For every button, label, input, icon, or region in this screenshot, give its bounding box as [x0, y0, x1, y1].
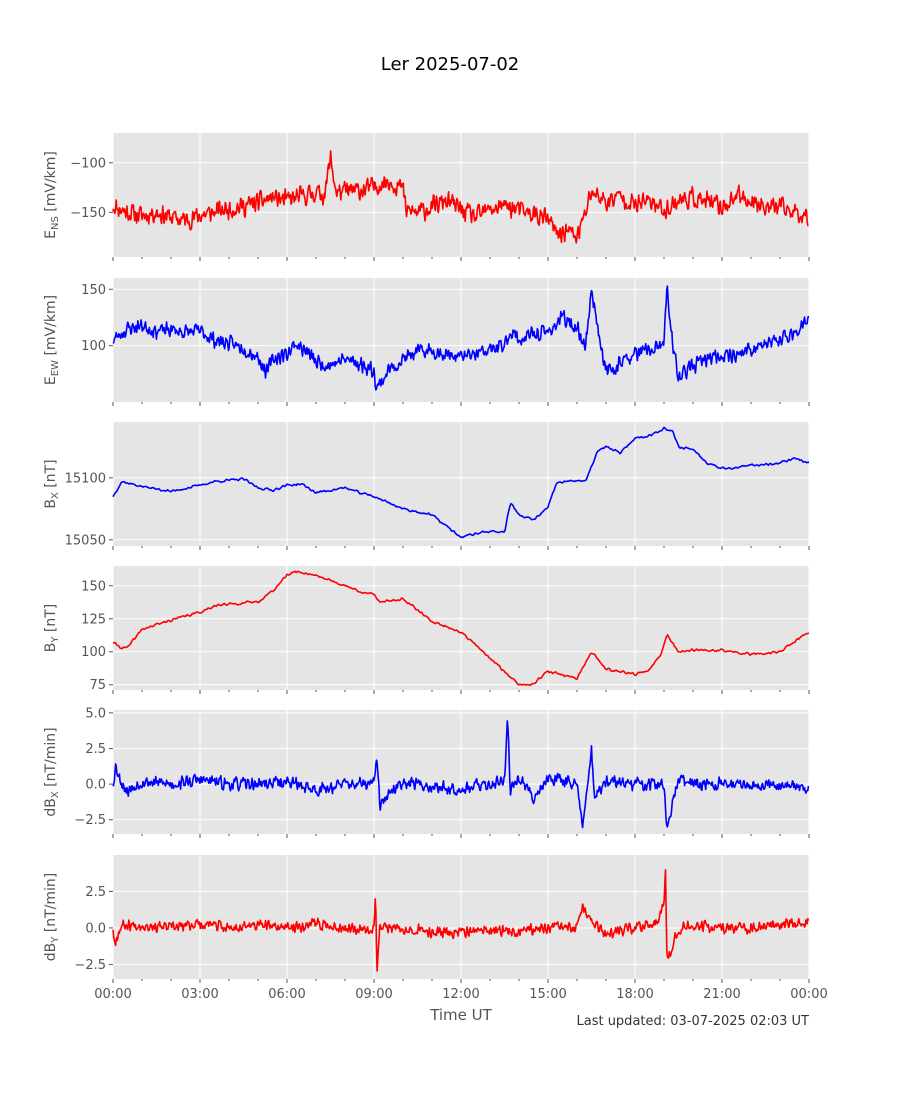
y-tick-label: 100	[81, 645, 106, 660]
y-tick-label: 150	[81, 283, 106, 298]
y-tick-label: 2.5	[85, 885, 106, 900]
panel-dby: 2.5 0.0 −2.5 dBY [nT/min] 00:00 03:00 06:00 09:…	[43, 855, 828, 1002]
y-axis-label: BX [nT]	[43, 459, 61, 508]
y-label-subscript: Y	[50, 936, 61, 944]
y-tick-label: −2.5	[74, 813, 106, 828]
y-axis-label: dBY [nT/min]	[43, 873, 61, 962]
y-label-main: E	[43, 230, 59, 239]
y-label-main: B	[43, 499, 59, 509]
y-label-subscript: X	[50, 791, 61, 798]
y-label-unit: [mV/km]	[43, 295, 59, 360]
y-label-main: dB	[43, 943, 59, 962]
y-label-subscript: NS	[50, 216, 61, 230]
panel-by: 150 125 100 75 BY [nT]	[43, 566, 810, 694]
x-tick-label: 00:00	[94, 987, 131, 1002]
y-tick-label: 100	[81, 339, 106, 354]
y-label-subscript: X	[50, 492, 61, 499]
x-tick-label: 03:00	[181, 987, 218, 1002]
x-axis-label: Time UT	[429, 1006, 492, 1024]
y-axis-label: ENS [mV/km]	[43, 151, 61, 239]
y-tick-label: 5.0	[85, 706, 106, 721]
series-line-dbx	[112, 720, 810, 829]
series-line-dby	[112, 869, 810, 972]
y-label-unit: [nT]	[43, 459, 59, 492]
y-label-main: dB	[43, 798, 59, 817]
y-label-unit: [mV/km]	[43, 151, 59, 216]
y-tick-label: 125	[81, 612, 106, 627]
x-tick-label: 21:00	[703, 987, 740, 1002]
x-tick-label: 00:00	[790, 987, 827, 1002]
last-updated-text: Last updated: 03-07-2025 02:03 UT	[576, 1014, 809, 1029]
y-tick-label: 15050	[65, 533, 106, 548]
y-tick-label: 15100	[65, 471, 106, 486]
series-line-by	[112, 570, 810, 687]
panel-dbx: 5.0 2.5 0.0 −2.5 dBX [nT/min]	[43, 706, 810, 838]
x-tick-label: 12:00	[442, 987, 479, 1002]
y-label-subscript: EW	[50, 360, 61, 376]
y-tick-label: −150	[70, 206, 106, 221]
y-axis-label: BY [nT]	[43, 604, 61, 653]
y-label-unit: [nT/min]	[43, 873, 59, 937]
x-tick-label: 09:00	[355, 987, 392, 1002]
y-label-main: B	[43, 643, 59, 653]
y-tick-label: −100	[70, 156, 106, 171]
y-label-subscript: Y	[50, 636, 61, 644]
chart-title: Ler 2025-07-02	[381, 54, 520, 75]
y-tick-label: 2.5	[85, 742, 106, 757]
series-line-eew	[112, 285, 810, 391]
x-tick-label: 06:00	[268, 987, 305, 1002]
panel-eew: 150 100 EEW [mV/km]	[43, 278, 810, 406]
y-label-main: E	[43, 376, 59, 385]
y-axis-label: EEW [mV/km]	[43, 295, 61, 385]
panel-bx: 15100 15050 BX [nT]	[43, 422, 810, 550]
y-tick-label: 150	[81, 579, 106, 594]
y-tick-label: −2.5	[74, 958, 106, 973]
x-tick-label: 15:00	[529, 987, 566, 1002]
y-tick-label: 0.0	[85, 778, 106, 793]
x-tick-label: 18:00	[616, 987, 653, 1002]
series-line-ens	[112, 150, 809, 244]
y-tick-label: 0.0	[85, 921, 106, 936]
y-label-unit: [nT]	[43, 604, 59, 637]
y-tick-label: 75	[89, 678, 106, 693]
y-label-unit: [nT/min]	[43, 727, 59, 791]
series-line-bx	[112, 426, 809, 539]
panel-ens: −100 −150 ENS [mV/km]	[43, 133, 810, 261]
y-axis-label: dBX [nT/min]	[43, 727, 61, 816]
